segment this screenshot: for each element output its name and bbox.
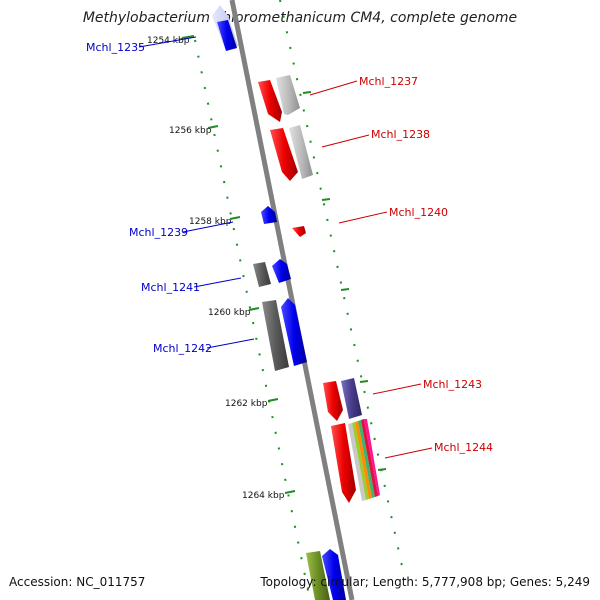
gene-label-mchl-1238[interactable]: Mchl_1238 (371, 128, 430, 141)
leader-line (138, 36, 197, 48)
gene-label-mchl-1244[interactable]: Mchl_1244 (434, 441, 493, 454)
leader-line (309, 80, 358, 96)
gene-mchl-1244[interactable] (331, 423, 356, 503)
right-tick (377, 468, 387, 471)
cds-bottom (306, 551, 330, 600)
tick-label: 1256 kbp (169, 126, 212, 136)
topology-text: Topology: circular; Length: 5,777,908 bp… (259, 575, 590, 589)
gene-label-mchl-1243[interactable]: Mchl_1243 (423, 378, 482, 391)
gene-mchl-1239[interactable] (261, 206, 277, 224)
gene-bottom-forward[interactable] (322, 549, 346, 600)
right-tick (359, 380, 369, 383)
leader-line (206, 338, 255, 349)
right-tick (340, 288, 350, 291)
leader-line (193, 277, 242, 288)
cds-mchl-1237 (276, 75, 300, 115)
tick-mark-1260 (248, 307, 260, 311)
gene-label-mchl-1240[interactable]: Mchl_1240 (389, 206, 448, 219)
gene-mchl-1235[interactable] (217, 20, 237, 51)
leader-line (384, 447, 433, 459)
gene-mchl-1243[interactable] (323, 381, 343, 421)
gene-label-mchl-1235[interactable]: Mchl_1235 (86, 41, 145, 54)
tick-mark-1256 (207, 125, 219, 129)
tick-label: 1254 kbp (147, 36, 190, 46)
gene-label-mchl-1242[interactable]: Mchl_1242 (153, 342, 212, 355)
tick-label: 1260 kbp (208, 308, 251, 318)
leader-line (372, 383, 422, 395)
cds-mchl-1244 (348, 419, 380, 501)
tick-label: 1264 kbp (242, 491, 285, 501)
leader-line (182, 221, 234, 233)
cds-mchl-1242 (262, 300, 289, 371)
cds-mchl-1241 (253, 262, 271, 287)
map-title: Methylobacterium chloromethanicum CM4, c… (83, 10, 517, 26)
gene-mchl-1237[interactable] (258, 80, 282, 122)
tick-mark-1254 (181, 35, 195, 39)
accession-text: Accession: NC_011757 (9, 575, 145, 589)
cds-mchl-1238 (289, 125, 313, 179)
tick-mark-1262 (267, 398, 279, 402)
leader-line (338, 211, 388, 224)
leader-line (321, 134, 370, 148)
gene-label-mchl-1241[interactable]: Mchl_1241 (141, 281, 200, 294)
gene-mchl-1240[interactable] (292, 226, 306, 237)
genome-axis (229, 0, 355, 600)
right-tick (302, 91, 312, 94)
gene-mchl-1242[interactable] (281, 298, 307, 366)
cds-mchl-1243 (341, 378, 362, 419)
tick-label: 1262 kbp (225, 399, 268, 409)
tick-mark-1264 (284, 490, 296, 494)
gene-mchl-1241[interactable] (272, 259, 291, 283)
tick-label: 1258 kbp (189, 217, 232, 227)
gene-label-mchl-1239[interactable]: Mchl_1239 (129, 226, 188, 239)
right-tick (321, 198, 331, 201)
tick-mark-1258 (229, 216, 241, 220)
gene-label-mchl-1237[interactable]: Mchl_1237 (359, 75, 418, 88)
gene-mchl-1238[interactable] (270, 128, 298, 181)
